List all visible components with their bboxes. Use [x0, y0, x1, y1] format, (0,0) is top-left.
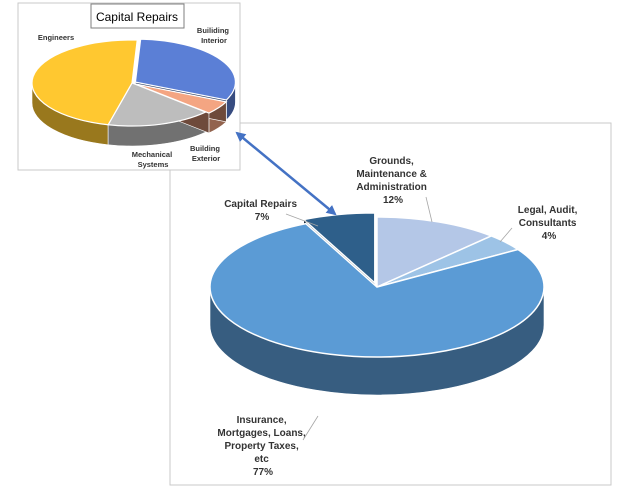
- main-pie-labels: Grounds, Maintenance & Administration 12…: [217, 156, 580, 478]
- small-label-engineers: Engineers: [38, 33, 74, 42]
- leader-line-insurance: [302, 415, 319, 441]
- slice-building-exterior: [135, 83, 228, 114]
- data-label-grounds: Grounds, Maintenance & Administration 12…: [356, 156, 429, 206]
- link-arrow: [235, 131, 337, 216]
- small-chart-title-box: [90, 3, 185, 29]
- small-chart-title: Capital Repairs: [96, 10, 178, 24]
- slice-building-interior: [134, 38, 236, 101]
- slice-mechanical-systems: [107, 82, 208, 127]
- small-label-exterior: Building Exterior: [190, 144, 222, 163]
- data-label-legal: Legal, Audit, Consultants 4%: [518, 205, 580, 242]
- small-pie: [31, 38, 236, 147]
- slice-grounds-maintenance-administration: [376, 216, 494, 289]
- small-label-interior: Builiding Interior: [197, 26, 231, 45]
- leader-line-legal: [499, 227, 513, 243]
- data-label-insurance: Insurance, Mortgages, Loans, Property Ta…: [217, 415, 308, 478]
- slice-insurance-mortgages-loans-property-taxes-etc: [209, 222, 545, 358]
- main-pie: [209, 212, 545, 396]
- slice-capital-repairs: [302, 212, 376, 285]
- slice-engineers: [31, 39, 138, 126]
- leader-line-capital: [285, 213, 319, 227]
- small-pie-labels: Builiding Interior Engineers Mechanical …: [38, 26, 231, 169]
- leader-line-grounds: [425, 196, 433, 223]
- small-label-mechanical: Mechanical Systems: [132, 150, 175, 169]
